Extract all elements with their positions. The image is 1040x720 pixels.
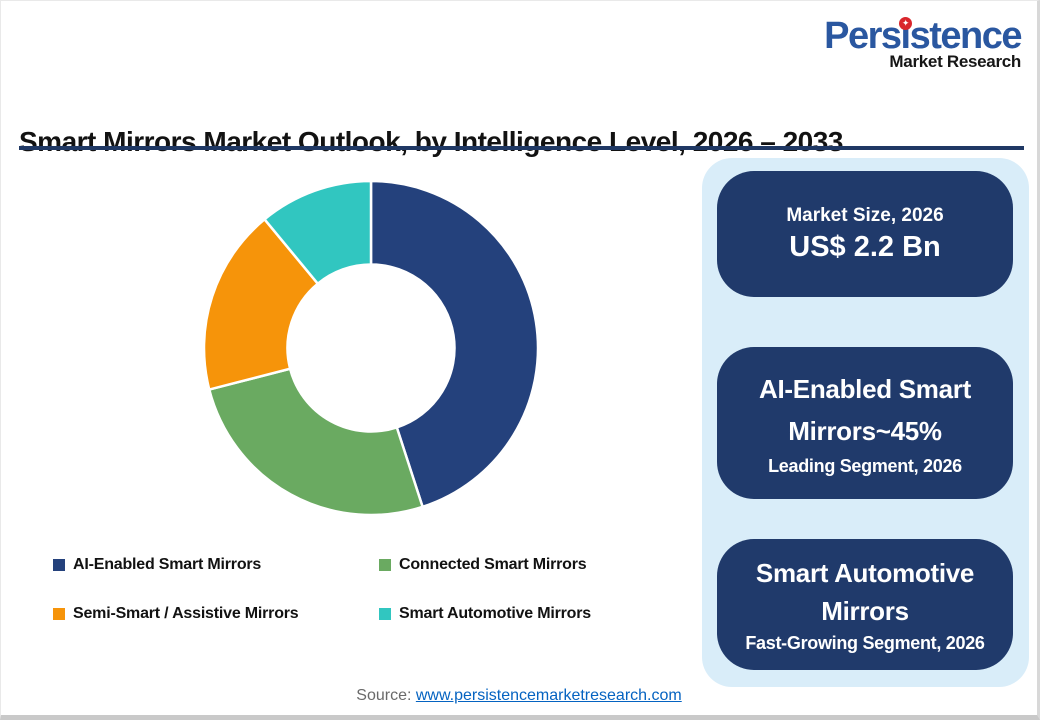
highlights-panel: Market Size, 2026 US$ 2.2 Bn AI-Enabled … xyxy=(702,158,1029,687)
fast-growing-segment-title: Smart Automotive Mirrors xyxy=(755,557,975,626)
page-title: Smart Mirrors Market Outlook, by Intelli… xyxy=(19,125,843,157)
legend-label: Semi-Smart / Assistive Mirrors xyxy=(73,605,299,622)
market-size-value: US$ 2.2 Bn xyxy=(789,230,941,263)
legend-label: AI-Enabled Smart Mirrors xyxy=(73,556,262,573)
legend-item-semi-smart: Semi-Smart / Assistive Mirrors xyxy=(53,605,299,623)
legend-swatch-teal xyxy=(379,608,391,620)
logo-star-icon: ✦ xyxy=(899,17,913,30)
donut-segment-1 xyxy=(207,367,425,517)
logo-tagline: Market Research xyxy=(889,52,1021,71)
source-link[interactable]: www.persistencemarketresearch.com xyxy=(415,687,682,704)
leading-segment-subtitle: Leading Segment, 2026 xyxy=(768,455,962,476)
fast-growing-segment-subtitle: Fast-Growing Segment, 2026 xyxy=(745,633,985,654)
title-underline xyxy=(19,146,1024,150)
source-label: Source: xyxy=(356,687,412,704)
market-size-card: Market Size, 2026 US$ 2.2 Bn xyxy=(717,171,1013,297)
source-line: Source: www.persistencemarketresearch.co… xyxy=(1,687,1037,705)
fast-growing-segment-card: Smart Automotive Mirrors Fast-Growing Se… xyxy=(717,539,1013,670)
legend-label: Smart Automotive Mirrors xyxy=(399,605,591,622)
legend-label: Connected Smart Mirrors xyxy=(399,556,587,573)
legend-item-connected: Connected Smart Mirrors xyxy=(379,556,587,574)
market-size-title: Market Size, 2026 xyxy=(786,204,944,226)
legend-item-ai-enabled: AI-Enabled Smart Mirrors xyxy=(53,556,261,574)
leading-segment-title: AI-Enabled Smart Mirrors~45% xyxy=(759,374,971,446)
legend-item-automotive: Smart Automotive Mirrors xyxy=(379,605,591,623)
legend-swatch-orange xyxy=(53,608,65,620)
persistence-logo: Persistence ✦ Market Research xyxy=(824,15,1022,72)
logo-wordmark: Persistence xyxy=(824,15,1022,57)
leading-segment-card: AI-Enabled Smart Mirrors~45% Leading Seg… xyxy=(717,347,1013,499)
star-glyph: ✦ xyxy=(901,18,910,28)
donut-segment-0 xyxy=(369,179,540,509)
donut-chart xyxy=(202,179,540,517)
donut-segment-3 xyxy=(262,179,373,286)
donut-segment-2 xyxy=(202,217,320,392)
legend-swatch-blue xyxy=(53,559,65,571)
legend-swatch-green xyxy=(379,559,391,571)
